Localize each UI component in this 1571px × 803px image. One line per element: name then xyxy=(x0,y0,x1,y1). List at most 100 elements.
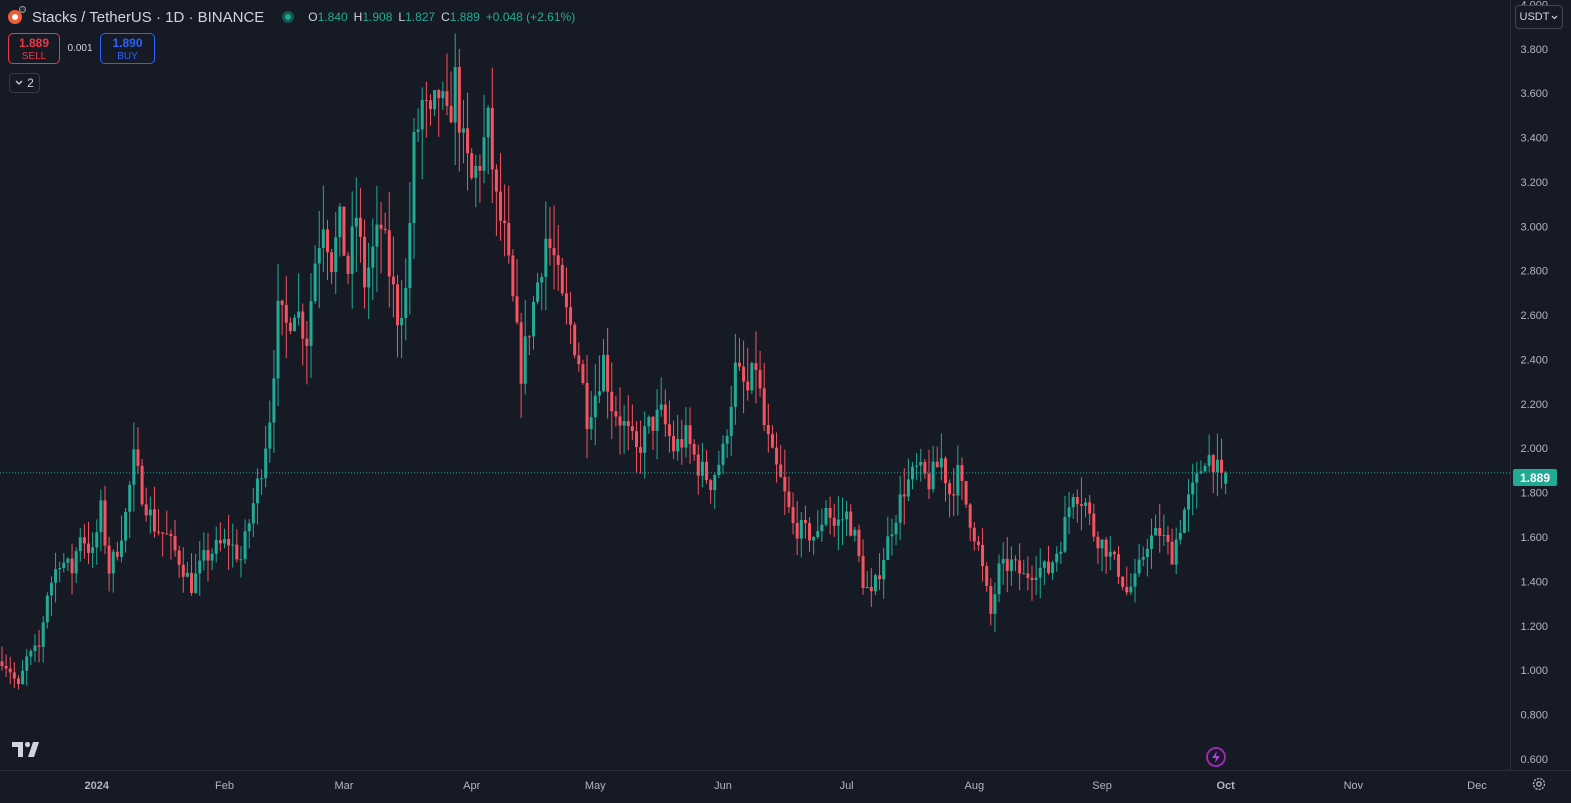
candle-body xyxy=(507,223,511,256)
chevron-down-icon xyxy=(15,80,23,85)
candle-body xyxy=(161,532,165,534)
candle-body xyxy=(581,364,585,383)
candle-body xyxy=(408,223,412,289)
candle-body xyxy=(1092,513,1096,537)
candle-body xyxy=(993,594,997,614)
candle-body xyxy=(1199,471,1203,474)
candle-body xyxy=(1075,497,1079,505)
candle-body xyxy=(1211,455,1215,473)
buy-button[interactable]: 1.890 BUY xyxy=(100,33,155,64)
candle-body xyxy=(70,558,74,574)
candle-body xyxy=(795,523,799,539)
candle-body xyxy=(1030,577,1034,581)
y-tick-label: 1.600 xyxy=(1520,532,1548,544)
candle-body xyxy=(1014,559,1018,561)
candle-body xyxy=(470,153,474,178)
candle-body xyxy=(227,538,231,546)
candle-body xyxy=(54,569,58,583)
buy-price: 1.890 xyxy=(112,35,143,50)
candle-body xyxy=(680,439,684,448)
candle-body xyxy=(536,282,540,302)
candle-body xyxy=(589,417,593,430)
symbol-title[interactable]: Stacks / TetherUS · 1D · BINANCE xyxy=(32,8,265,26)
candle-body xyxy=(721,443,725,465)
candle-body xyxy=(931,461,935,490)
candle-body xyxy=(185,572,189,577)
candle-body xyxy=(1018,560,1022,574)
candle-body xyxy=(1084,502,1088,506)
candle-body xyxy=(700,461,704,476)
sell-button[interactable]: 1.889 SELL xyxy=(8,33,60,64)
candle-body xyxy=(49,582,53,596)
candle-body xyxy=(618,416,622,426)
candle-body xyxy=(725,435,729,444)
candle-body xyxy=(840,519,844,521)
candle-body xyxy=(531,301,535,337)
candle-body xyxy=(906,479,910,497)
spread-value: 0.001 xyxy=(67,43,93,54)
candle-body xyxy=(325,229,329,253)
y-tick-label: 2.000 xyxy=(1520,443,1548,455)
time-axis: 2024 Feb Mar Apr May Jun Jul Aug Sep Oct Nov Dec xyxy=(85,780,1488,792)
candle-body xyxy=(1100,539,1104,549)
candle-body xyxy=(927,473,931,490)
candle-body xyxy=(783,476,787,492)
candle-body xyxy=(461,128,465,133)
candle-body xyxy=(779,464,783,477)
candle-body xyxy=(964,481,968,505)
candle-body xyxy=(552,248,556,256)
candle-body xyxy=(1059,551,1063,554)
candle-body xyxy=(297,311,301,318)
open-value: 1.840 xyxy=(317,10,348,24)
candle-body xyxy=(474,165,478,178)
candle-body xyxy=(301,311,305,339)
candle-body xyxy=(898,494,902,523)
candle-body xyxy=(540,276,544,283)
candle-body xyxy=(758,370,762,389)
candle-body xyxy=(1145,548,1149,558)
candle-body xyxy=(433,90,437,110)
indicators-toggle-button[interactable]: 2 xyxy=(9,73,40,93)
change-value: +0.048 (+2.61%) xyxy=(485,10,576,24)
candle-body xyxy=(593,395,597,418)
sell-label: SELL xyxy=(21,50,47,62)
candle-body xyxy=(87,543,91,553)
candle-body xyxy=(165,533,169,535)
x-tick-label: Jun xyxy=(714,780,732,792)
candle-body xyxy=(29,650,33,657)
candle-body xyxy=(1046,561,1050,573)
candle-body xyxy=(321,229,325,249)
currency-label: USDT xyxy=(1519,11,1550,23)
candle-body xyxy=(643,426,647,453)
candle-body xyxy=(194,573,198,593)
candle-body xyxy=(358,217,362,237)
candle-body xyxy=(709,480,713,491)
low-value: 1.827 xyxy=(405,10,436,24)
candle-body xyxy=(272,378,276,423)
candle-body xyxy=(342,206,346,256)
candle-body xyxy=(799,520,803,539)
candle-body xyxy=(276,300,280,379)
candle-body xyxy=(490,107,494,170)
lightning-icon[interactable] xyxy=(1206,747,1226,767)
currency-selector[interactable]: USDT xyxy=(1515,5,1563,29)
candle-body xyxy=(1079,504,1083,506)
candle-body xyxy=(338,206,342,238)
candle-body xyxy=(1117,554,1121,577)
candle-body xyxy=(8,668,12,673)
candle-body xyxy=(280,300,284,305)
candle-body xyxy=(1133,573,1137,587)
candle-body xyxy=(836,519,840,526)
candle-body xyxy=(82,537,86,544)
close-key: C xyxy=(441,10,450,24)
candle-body xyxy=(317,248,321,264)
candle-body xyxy=(742,366,746,382)
candle-body xyxy=(66,558,70,563)
tradingview-logo-icon[interactable] xyxy=(12,741,42,758)
candle-body xyxy=(367,267,371,288)
settings-gear-icon[interactable] xyxy=(1530,775,1548,793)
candle-body xyxy=(1034,577,1038,581)
candle-body xyxy=(157,531,161,533)
